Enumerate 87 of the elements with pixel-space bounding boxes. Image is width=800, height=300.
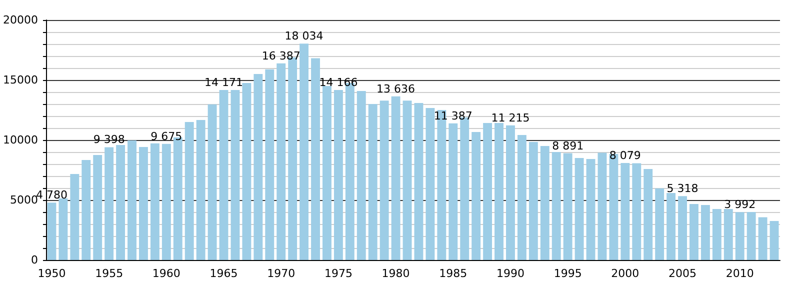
data-label: 8 079 bbox=[609, 149, 641, 162]
data-label: 11 215 bbox=[491, 111, 530, 124]
bar bbox=[300, 44, 309, 260]
bar bbox=[758, 217, 768, 260]
x-tick-label: 1970 bbox=[267, 267, 296, 280]
bar bbox=[196, 120, 206, 260]
bar bbox=[724, 209, 733, 260]
bar bbox=[678, 196, 687, 260]
data-label: 3 992 bbox=[724, 198, 756, 212]
x-tick-label: 1995 bbox=[554, 267, 582, 280]
bar bbox=[528, 142, 538, 260]
bar bbox=[208, 104, 217, 260]
bar bbox=[242, 83, 252, 260]
y-tick-label: 15000 bbox=[2, 74, 38, 86]
x-tick-label: 1985 bbox=[439, 267, 468, 280]
bar bbox=[184, 122, 194, 260]
bar bbox=[402, 100, 412, 260]
bar bbox=[483, 122, 492, 260]
y-tick-label: 0 bbox=[30, 254, 38, 266]
bar bbox=[690, 204, 698, 260]
bar bbox=[391, 96, 400, 260]
bar bbox=[368, 104, 378, 260]
bar bbox=[644, 169, 653, 260]
bar bbox=[712, 209, 722, 260]
bar bbox=[540, 146, 550, 260]
bar bbox=[574, 158, 584, 260]
bar bbox=[47, 202, 56, 260]
bar bbox=[128, 140, 136, 260]
bar bbox=[311, 58, 320, 260]
bar bbox=[254, 74, 263, 260]
y-tick-label: 5000 bbox=[10, 194, 38, 206]
bar bbox=[82, 160, 91, 260]
x-tick-label: 2010 bbox=[726, 267, 754, 280]
data-label: 5 318 bbox=[666, 182, 698, 196]
bar bbox=[700, 205, 710, 260]
x-tick-label: 1980 bbox=[382, 267, 410, 280]
data-label: 18 034 bbox=[284, 30, 324, 43]
bar bbox=[563, 153, 572, 260]
data-label: 13 636 bbox=[376, 82, 416, 96]
data-label: 9 675 bbox=[150, 130, 182, 143]
x-tick-label: 2000 bbox=[611, 267, 640, 280]
x-tick-label: 1975 bbox=[324, 267, 352, 280]
bar bbox=[58, 198, 68, 260]
bar bbox=[265, 69, 274, 260]
bar bbox=[472, 132, 481, 260]
bar bbox=[666, 193, 676, 260]
y-tick-label: 10000 bbox=[2, 134, 38, 146]
bar bbox=[334, 90, 343, 260]
bar bbox=[517, 134, 526, 260]
bar bbox=[414, 103, 424, 260]
bar bbox=[104, 147, 114, 260]
x-tick-label: 1960 bbox=[152, 267, 180, 280]
bar bbox=[494, 122, 504, 260]
bar bbox=[380, 100, 389, 260]
bar bbox=[632, 163, 642, 260]
x-tick-label: 1955 bbox=[95, 267, 124, 280]
data-label: 16 387 bbox=[262, 49, 300, 62]
bar bbox=[746, 212, 756, 260]
x-tick-label: 1990 bbox=[496, 267, 524, 280]
bar bbox=[116, 145, 126, 260]
data-label: 8 891 bbox=[552, 139, 584, 152]
x-tick-label: 2005 bbox=[668, 267, 697, 280]
x-tick-label: 1950 bbox=[38, 267, 66, 280]
bar bbox=[150, 143, 160, 260]
bar bbox=[620, 163, 630, 260]
bar bbox=[230, 90, 240, 260]
x-tick-label: 1965 bbox=[210, 267, 238, 280]
bar bbox=[70, 174, 80, 260]
bar bbox=[552, 152, 561, 260]
bar bbox=[426, 108, 435, 260]
bar bbox=[448, 123, 458, 260]
bar bbox=[586, 158, 596, 260]
bar bbox=[93, 155, 102, 260]
bar bbox=[219, 90, 228, 260]
bar bbox=[735, 212, 744, 260]
bar bbox=[322, 86, 332, 260]
bar bbox=[162, 144, 171, 260]
bar bbox=[770, 221, 779, 260]
data-label: 11 387 bbox=[434, 109, 472, 122]
y-tick-label: 20000 bbox=[2, 14, 38, 26]
bar bbox=[655, 188, 664, 260]
bar bbox=[506, 125, 515, 260]
bar bbox=[356, 91, 366, 260]
bar bbox=[276, 63, 286, 260]
bar bbox=[437, 110, 446, 260]
bar bbox=[598, 152, 607, 260]
bar bbox=[139, 146, 148, 260]
